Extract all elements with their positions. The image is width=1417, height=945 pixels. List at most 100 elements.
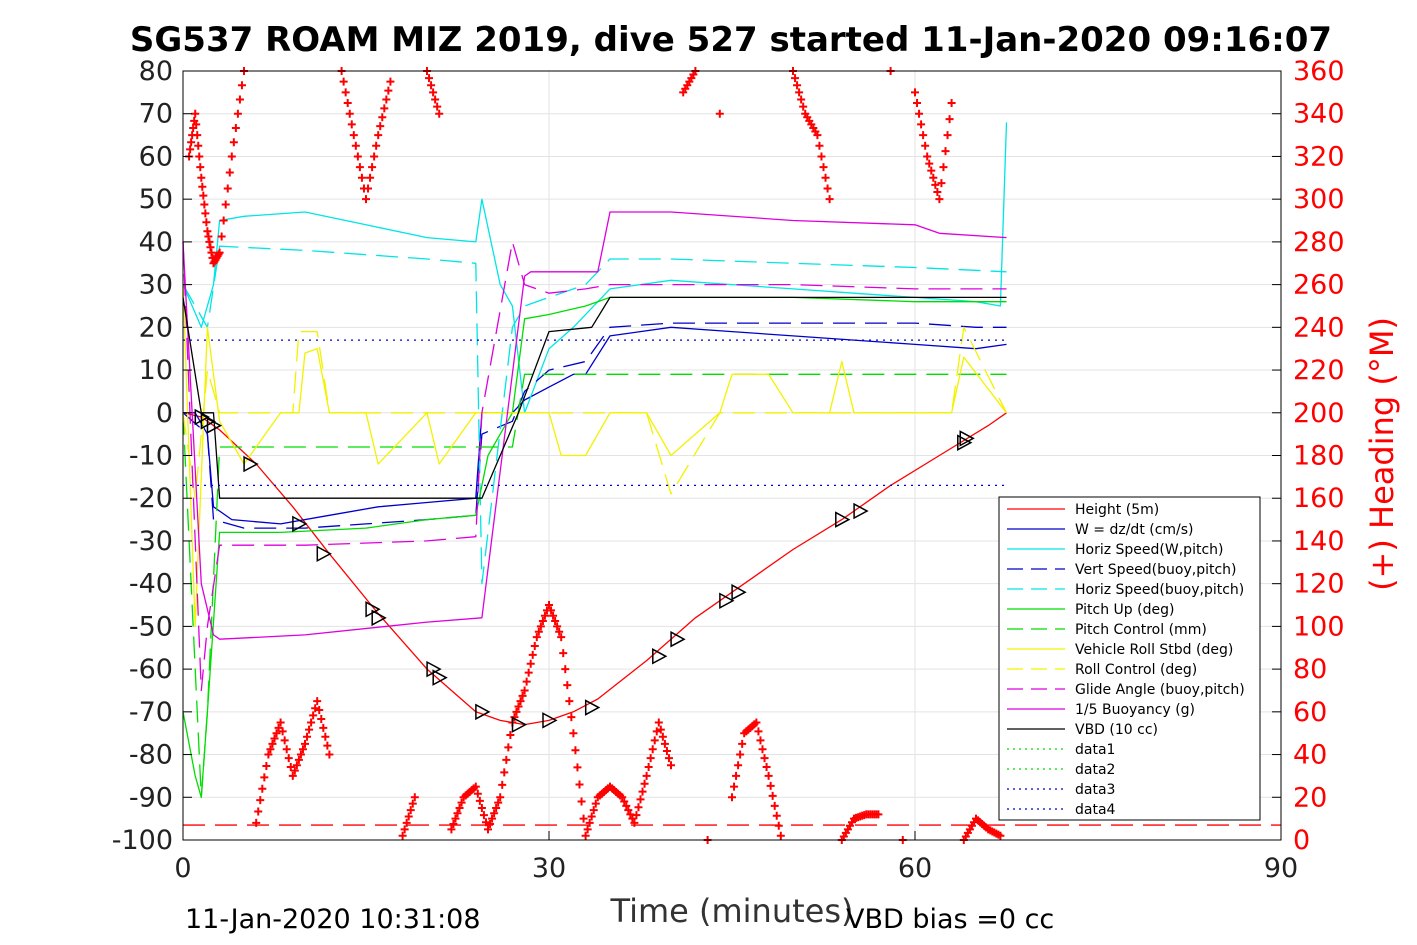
heading-marker — [351, 141, 360, 150]
heading-marker — [384, 86, 393, 95]
heading-marker — [571, 746, 580, 755]
right-axis-label: (+) Heading (°M) — [1363, 317, 1401, 591]
heading-marker — [276, 718, 285, 727]
x-tick-label: 60 — [898, 853, 932, 884]
triangle-marker — [584, 699, 601, 716]
legend-entry: Glide Angle (buoy,pitch) — [1075, 682, 1245, 698]
chart-title: SG537 ROAM MIZ 2019, dive 527 started 11… — [130, 20, 1332, 60]
heading-marker — [366, 173, 375, 182]
heading-marker — [917, 120, 926, 129]
heading-marker — [490, 809, 499, 818]
heading-marker — [349, 131, 358, 140]
legend-entry: W = dz/dt (cm/s) — [1075, 522, 1194, 538]
heading-marker — [797, 95, 806, 104]
heading-marker — [357, 173, 366, 182]
heading-marker — [931, 180, 940, 189]
heading-marker — [652, 727, 661, 736]
heading-marker — [449, 819, 458, 828]
heading-marker — [192, 120, 201, 129]
heading-marker — [368, 163, 377, 172]
triangle-marker — [670, 630, 686, 648]
heading-marker — [538, 617, 547, 626]
heading-marker — [658, 732, 667, 741]
heading-marker — [282, 745, 291, 754]
heading-marker — [640, 779, 649, 788]
heading-marker — [547, 606, 556, 615]
heading-marker — [252, 818, 261, 827]
right-tick-label: 260 — [1293, 270, 1345, 301]
triangle-marker — [853, 502, 869, 520]
heading-marker — [272, 729, 281, 738]
heading-marker — [492, 803, 501, 812]
series-line-8 — [182, 326, 1008, 499]
heading-marker — [632, 811, 641, 820]
heading-marker — [545, 601, 553, 610]
heading-marker — [821, 173, 830, 182]
heading-marker — [345, 109, 354, 118]
heading-marker — [624, 806, 633, 815]
left-tick-label: 10 — [139, 355, 173, 386]
x-axis-label: Time (minutes) — [610, 892, 854, 930]
heading-marker — [298, 745, 307, 754]
heading-marker — [581, 831, 590, 840]
heading-marker — [636, 795, 645, 804]
heading-marker — [317, 714, 326, 723]
heading-marker — [264, 750, 273, 759]
heading-marker — [198, 182, 207, 191]
legend-entry: Horiz Speed(buoy,pitch) — [1075, 582, 1244, 598]
heading-marker — [915, 109, 924, 118]
triangle-marker — [835, 511, 851, 528]
heading-marker — [187, 138, 196, 147]
series-layer — [182, 122, 1281, 826]
heading-layer — [185, 67, 1005, 844]
heading-marker — [577, 797, 586, 806]
legend-entry: Vehicle Roll Stbd (deg) — [1075, 642, 1233, 658]
triangle-marker — [206, 417, 223, 434]
heading-marker — [648, 745, 657, 754]
heading-marker — [514, 702, 523, 711]
triangle-marker — [316, 545, 332, 563]
ticks: -100-90-80-70-60-50-40-30-20-10010203040… — [112, 56, 1345, 884]
heading-marker — [506, 730, 515, 739]
triangle-marker — [292, 515, 308, 533]
heading-marker — [734, 761, 743, 770]
heading-marker — [221, 200, 230, 209]
heading-marker — [921, 141, 930, 150]
triangle-marker — [475, 703, 491, 721]
heading-marker — [309, 711, 318, 720]
heading-marker — [512, 707, 521, 716]
triangle-marker — [652, 648, 668, 665]
heading-marker — [278, 727, 287, 736]
marker-layer — [194, 408, 975, 733]
heading-marker — [667, 761, 675, 770]
heading-marker — [473, 789, 482, 798]
heading-marker — [536, 622, 545, 631]
legend-entry: Roll Control (deg) — [1075, 662, 1197, 678]
heading-marker — [376, 122, 385, 131]
heading-marker — [799, 102, 808, 111]
heading-marker — [364, 184, 373, 193]
heading-marker — [378, 113, 387, 122]
heading-marker — [194, 141, 203, 150]
heading-marker — [664, 754, 673, 763]
heading-marker — [355, 163, 364, 172]
heading-marker — [937, 179, 946, 188]
heading-marker — [565, 697, 574, 706]
heading-marker — [260, 773, 269, 782]
heading-marker — [764, 771, 773, 780]
heading-marker — [654, 718, 663, 727]
series-line-5 — [182, 296, 1007, 798]
left-tick-label: 0 — [156, 398, 173, 429]
heading-marker — [518, 691, 527, 700]
heading-marker — [791, 74, 800, 83]
series-line-10 — [182, 211, 1007, 640]
heading-marker — [766, 781, 775, 790]
heading-marker — [223, 184, 232, 193]
heading-marker — [561, 665, 570, 674]
heading-marker — [618, 793, 627, 802]
right-tick-label: 20 — [1293, 782, 1327, 813]
heading-marker — [457, 798, 466, 807]
heading-marker — [254, 807, 263, 816]
heading-marker — [644, 763, 653, 772]
heading-marker — [315, 706, 324, 715]
